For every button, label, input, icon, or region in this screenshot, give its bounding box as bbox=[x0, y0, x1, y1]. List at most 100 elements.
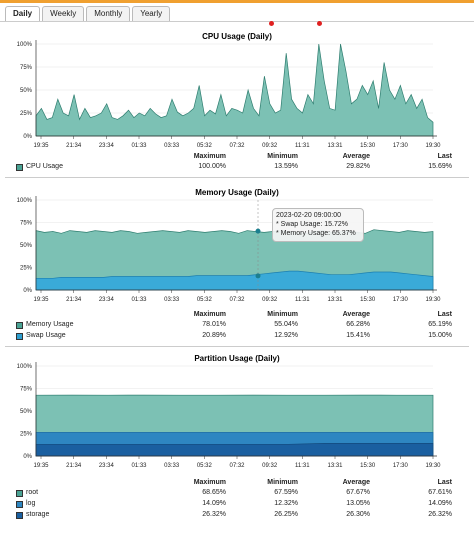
tab-yearly[interactable]: Yearly bbox=[132, 6, 171, 21]
stats-header-avg: Average bbox=[342, 153, 370, 160]
legend-swatch[interactable] bbox=[16, 164, 23, 171]
stats-row: root 68.65% 67.59% 67.67% 67.61% bbox=[0, 488, 474, 498]
tooltip-time: 2023-02-20 09:00:00 bbox=[276, 212, 341, 219]
stats-header-min: Minimum bbox=[267, 153, 298, 160]
legend-label[interactable]: CPU Usage bbox=[26, 163, 63, 170]
x-tick-label: 11:31 bbox=[295, 143, 310, 149]
stats-value-max: 68.65% bbox=[202, 489, 226, 496]
hover-point bbox=[255, 228, 261, 234]
legend-swatch[interactable] bbox=[16, 333, 23, 340]
y-tick-label: 0% bbox=[23, 134, 32, 140]
y-tick-label: 25% bbox=[20, 266, 33, 272]
stats-value-max: 14.09% bbox=[202, 500, 226, 507]
x-tick-label: 17:30 bbox=[393, 463, 409, 469]
event-marker-dot[interactable] bbox=[317, 21, 322, 26]
stats-value-avg: 66.28% bbox=[346, 321, 370, 328]
stats-value-last: 15.69% bbox=[428, 163, 452, 170]
legend-swatch[interactable] bbox=[16, 501, 23, 508]
stats-header-row: Maximum Minimum Average Last bbox=[0, 310, 474, 320]
x-tick-label: 03:33 bbox=[164, 463, 180, 469]
x-tick-label: 01:33 bbox=[131, 463, 147, 469]
period-tabs: Daily Weekly Monthly Yearly bbox=[5, 6, 171, 22]
stats-row: storage 26.32% 26.25% 26.30% 26.32% bbox=[0, 510, 474, 520]
x-tick-label: 17:30 bbox=[393, 143, 409, 149]
y-tick-label: 75% bbox=[20, 387, 33, 393]
legend-label[interactable]: log bbox=[26, 500, 36, 507]
stats-value-min: 12.32% bbox=[274, 500, 298, 507]
x-tick-label: 23:34 bbox=[99, 297, 115, 303]
event-marker-dot[interactable] bbox=[269, 21, 274, 26]
stats-value-last: 65.19% bbox=[428, 321, 452, 328]
x-tick-label: 05:32 bbox=[197, 143, 213, 149]
tab-daily[interactable]: Daily bbox=[5, 6, 41, 21]
x-tick-label: 11:31 bbox=[295, 463, 310, 469]
x-tick-label: 05:32 bbox=[197, 463, 213, 469]
x-tick-label: 21:34 bbox=[66, 463, 82, 469]
stats-header-last: Last bbox=[437, 153, 452, 160]
x-tick-label: 07:32 bbox=[229, 463, 245, 469]
x-tick-label: 03:33 bbox=[164, 143, 180, 149]
stats-value-max: 100.00% bbox=[198, 163, 226, 170]
y-tick-label: 0% bbox=[23, 288, 32, 294]
legend-label[interactable]: Swap Usage bbox=[26, 332, 66, 339]
chart-1: Memory Usage (Daily) 100% 75% 50% 25% 0% 19:35… bbox=[0, 184, 474, 308]
x-tick-label: 01:33 bbox=[131, 297, 147, 303]
legend-label[interactable]: Memory Usage bbox=[26, 321, 74, 328]
y-tick-label: 0% bbox=[23, 454, 32, 460]
x-tick-label: 19:35 bbox=[33, 297, 49, 303]
section-divider bbox=[5, 177, 469, 178]
tooltip-memory: * Memory Usage: 65.37% bbox=[276, 230, 356, 237]
x-tick-label: 15:30 bbox=[360, 297, 376, 303]
x-tick-label: 19:30 bbox=[425, 463, 441, 469]
legend-label[interactable]: root bbox=[26, 489, 39, 496]
legend-swatch[interactable] bbox=[16, 490, 23, 497]
stats-value-avg: 67.67% bbox=[346, 489, 370, 496]
stats-value-last: 15.00% bbox=[428, 332, 452, 339]
stats-header-max: Maximum bbox=[193, 153, 226, 160]
x-tick-label: 03:33 bbox=[164, 297, 180, 303]
stats-row: CPU Usage 100.00% 13.59% 29.82% 15.69% bbox=[0, 162, 474, 172]
stats-value-avg: 13.05% bbox=[346, 500, 370, 507]
legend-swatch[interactable] bbox=[16, 512, 23, 519]
x-tick-label: 13:31 bbox=[327, 463, 343, 469]
chart-tooltip: 2023-02-20 09:00:00 * Swap Usage: 15.72%… bbox=[272, 208, 364, 242]
x-tick-label: 13:31 bbox=[327, 143, 343, 149]
section-divider bbox=[5, 346, 469, 347]
tab-monthly[interactable]: Monthly bbox=[86, 6, 131, 21]
stats-row: Swap Usage 20.89% 12.92% 15.41% 15.00% bbox=[0, 331, 474, 341]
stats-value-last: 67.61% bbox=[428, 489, 452, 496]
stats-header-row: Maximum Minimum Average Last bbox=[0, 152, 474, 162]
x-tick-label: 15:30 bbox=[360, 463, 376, 469]
stats-value-avg: 15.41% bbox=[346, 332, 370, 339]
series-area-cpu-usage[interactable] bbox=[35, 43, 434, 137]
stats-value-avg: 29.82% bbox=[346, 163, 370, 170]
tooltip-swap: * Swap Usage: 15.72% bbox=[276, 221, 348, 228]
x-tick-label: 19:35 bbox=[33, 463, 49, 469]
x-tick-label: 09:32 bbox=[262, 463, 278, 469]
stats-value-last: 14.09% bbox=[428, 500, 452, 507]
stats-header-avg: Average bbox=[342, 311, 370, 318]
chart-title: CPU Usage (Daily) bbox=[202, 32, 272, 41]
stats-header-row: Maximum Minimum Average Last bbox=[0, 478, 474, 488]
legend-swatch[interactable] bbox=[16, 322, 23, 329]
stats-value-max: 20.89% bbox=[202, 332, 226, 339]
series-area-swap-usage[interactable] bbox=[35, 270, 434, 291]
y-tick-label: 50% bbox=[20, 409, 33, 415]
chart-0: CPU Usage (Daily) 100% 75% 50% 25% 0% 19:35 21:… bbox=[0, 28, 474, 152]
stats-value-max: 26.32% bbox=[202, 511, 226, 518]
y-tick-label: 25% bbox=[20, 432, 33, 438]
stats-value-min: 13.59% bbox=[274, 163, 298, 170]
x-tick-label: 01:33 bbox=[131, 143, 147, 149]
y-tick-label: 100% bbox=[17, 364, 33, 370]
x-tick-label: 15:30 bbox=[360, 143, 376, 149]
stats-header-max: Maximum bbox=[193, 479, 226, 486]
chart-svg: Partition Usage (Daily)100%75%50%25%0%19… bbox=[17, 354, 442, 469]
stats-row: log 14.09% 12.32% 13.05% 14.09% bbox=[0, 499, 474, 509]
tab-weekly[interactable]: Weekly bbox=[42, 6, 85, 21]
series-area-log[interactable] bbox=[35, 443, 434, 457]
legend-label[interactable]: storage bbox=[26, 511, 50, 518]
tab-underline bbox=[0, 21, 474, 22]
chart-svg: CPU Usage (Daily) 100% 75% 50% 25% 0%19:35 21:… bbox=[17, 32, 442, 149]
x-tick-label: 07:32 bbox=[229, 143, 245, 149]
stats-header-max: Maximum bbox=[193, 311, 226, 318]
